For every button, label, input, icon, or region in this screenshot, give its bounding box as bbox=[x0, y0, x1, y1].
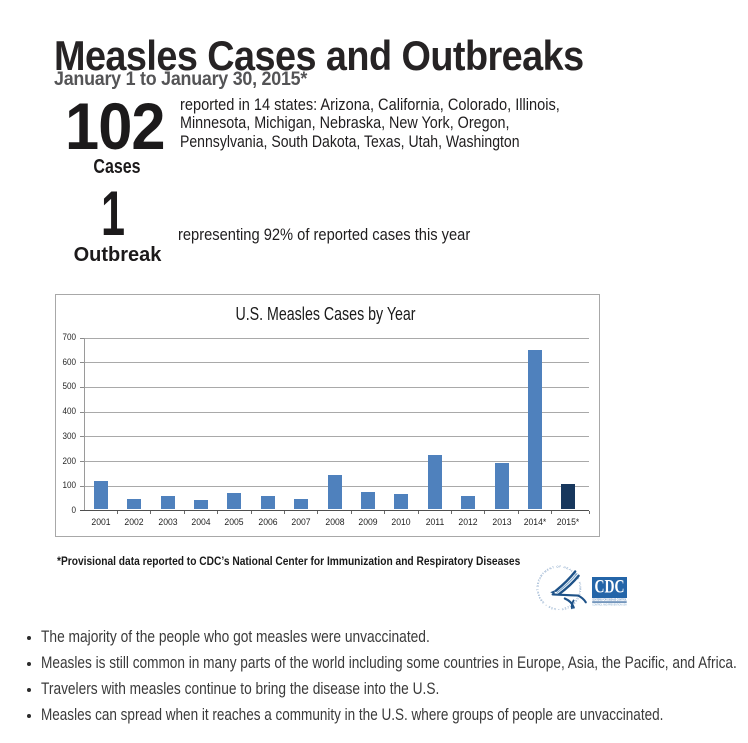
svg-text:CONTROL AND PREVENTION USA: CONTROL AND PREVENTION USA bbox=[592, 603, 627, 607]
svg-text:CDC: CDC bbox=[595, 577, 625, 597]
svg-text:CENTERS FOR DISEASE CONTROL: CENTERS FOR DISEASE CONTROL bbox=[592, 598, 627, 602]
